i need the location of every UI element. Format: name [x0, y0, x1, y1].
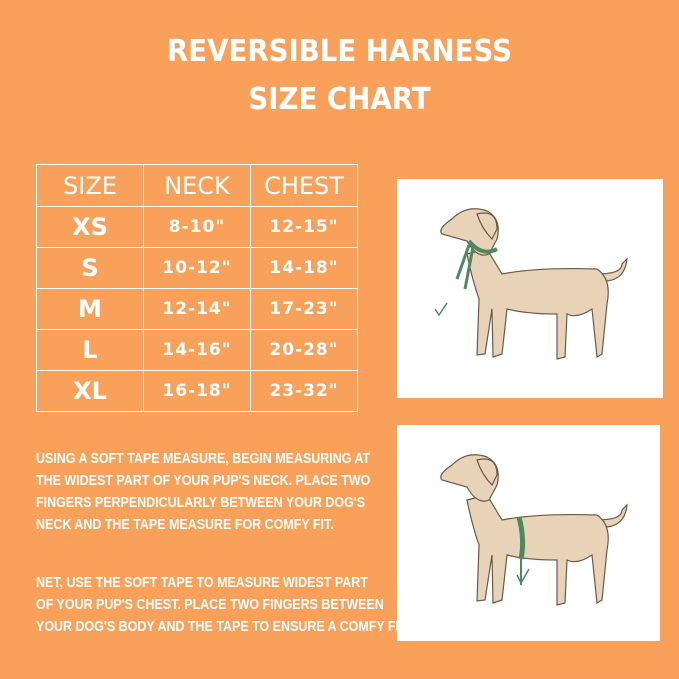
header-neck: NECK: [143, 164, 251, 207]
neck-cell: 14-16": [143, 329, 251, 371]
chest-cell: 20-28": [250, 329, 358, 371]
instruction-line: fingers perpendicularly between your dog…: [36, 495, 366, 511]
neck-instructions: Using a soft tape measure, begin measuri…: [36, 448, 370, 536]
title-line-2: SIZE CHART: [248, 82, 431, 117]
neck-cell: 12-14": [143, 288, 251, 330]
size-cell: S: [36, 247, 144, 289]
title-line-1: REVERSIBLE HARNESS: [167, 34, 512, 69]
instruction-line: Using a soft tape measure, begin measuri…: [36, 451, 371, 467]
neck-cell: 8-10": [143, 206, 251, 248]
table-row: XL 16-18" 23-32": [36, 370, 358, 412]
neck-cell: 16-18": [143, 370, 251, 412]
size-cell: XL: [36, 370, 144, 412]
chest-cell: 12-15": [250, 206, 358, 248]
chest-instructions: Net, use the soft tape to measure widest…: [36, 572, 407, 638]
size-cell: L: [36, 329, 144, 371]
chest-cell: 17-23": [250, 288, 358, 330]
instruction-line: the widest part of your pup's neck. Plac…: [36, 473, 371, 489]
table-row: XS 8-10" 12-15": [36, 206, 358, 248]
table-header-row: SIZE NECK CHEST: [36, 164, 358, 207]
instruction-line: Net, use the soft tape to measure widest…: [36, 575, 368, 591]
table-row: L 14-16" 20-28": [36, 329, 358, 371]
table-row: M 12-14" 17-23": [36, 288, 358, 330]
header-size: SIZE: [36, 164, 144, 207]
dog-illustration-icon: [434, 208, 628, 360]
instruction-line: of your pup's chest. Place two fingers b…: [36, 597, 384, 613]
size-cell: XS: [36, 206, 144, 248]
instruction-line: neck and the tape measure for comfy fit.: [36, 517, 334, 533]
dog-neck-measurement-image: [397, 179, 663, 398]
chest-cell: 23-32": [250, 370, 358, 412]
instruction-line: your dog's body and the tape to ensure a…: [36, 619, 407, 635]
size-cell: M: [36, 288, 144, 330]
dog-chest-measurement-image: [397, 425, 660, 641]
header-chest: CHEST: [250, 164, 358, 207]
table-row: S 10-12" 14-18": [36, 247, 358, 289]
neck-cell: 10-12": [143, 247, 251, 289]
size-table: SIZE NECK CHEST XS 8-10" 12-15" S 10-12" 14-…: [36, 164, 358, 412]
dog-illustration-icon: [440, 454, 628, 606]
chest-cell: 14-18": [250, 247, 358, 289]
